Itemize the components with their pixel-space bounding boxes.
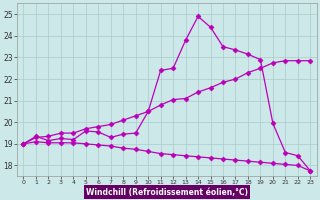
X-axis label: Windchill (Refroidissement éolien,°C): Windchill (Refroidissement éolien,°C): [86, 188, 248, 197]
